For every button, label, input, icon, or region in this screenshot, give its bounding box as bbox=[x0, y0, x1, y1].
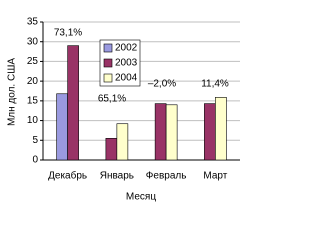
annotation: 73,1% bbox=[54, 28, 82, 39]
bar bbox=[154, 103, 167, 161]
legend-swatch bbox=[103, 58, 113, 68]
y-tick-label: 35 bbox=[27, 17, 39, 28]
bar bbox=[204, 103, 216, 161]
bar bbox=[56, 93, 68, 161]
y-tick-label: 15 bbox=[27, 95, 39, 106]
bar bbox=[165, 104, 178, 161]
legend-label: 2002 bbox=[115, 43, 138, 54]
y-tick-label: 30 bbox=[27, 36, 39, 47]
x-tick-label: Февраль bbox=[146, 171, 187, 182]
annotation: –2,0% bbox=[148, 79, 176, 90]
bar bbox=[105, 138, 118, 161]
x-tick-label: Декабрь bbox=[48, 170, 87, 182]
y-tick-label: 0 bbox=[32, 155, 38, 166]
bar bbox=[67, 45, 79, 161]
x-tick-label: Март bbox=[203, 171, 227, 182]
y-tick-label: 25 bbox=[27, 56, 39, 67]
chart: Млн дол. США Месяц 0 5 10 15 20 25 30 35 Декабрь… bbox=[7, 17, 240, 203]
y-tick-label: 20 bbox=[27, 76, 39, 87]
bar bbox=[116, 123, 129, 161]
y-tick-label: 10 bbox=[27, 115, 39, 126]
legend-label: 2003 bbox=[115, 58, 138, 69]
annotation: 65,1% bbox=[98, 94, 126, 105]
legend-swatch bbox=[103, 43, 113, 53]
bar bbox=[215, 97, 227, 161]
x-axis-label: Месяц bbox=[126, 192, 156, 203]
legend-swatch bbox=[103, 73, 113, 83]
y-tick-label: 5 bbox=[32, 135, 38, 146]
legend-label: 2004 bbox=[115, 73, 138, 84]
x-tick-label: Январь bbox=[100, 171, 134, 182]
y-axis-label: Млн дол. США bbox=[7, 58, 18, 126]
annotation: 11,4% bbox=[201, 79, 229, 90]
